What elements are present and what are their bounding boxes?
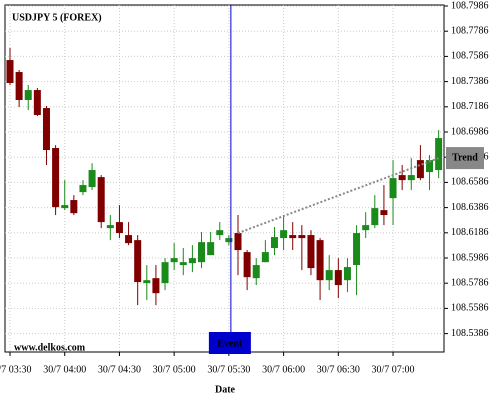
x-tick-label: 30/7 04:00 (43, 364, 86, 375)
candle-body (416, 160, 424, 179)
candle-body (42, 108, 50, 151)
candle-body (188, 258, 196, 264)
x-tick-label: 30/7 04:30 (98, 364, 141, 375)
candle-body (143, 280, 151, 284)
candle-body (389, 178, 397, 199)
candle-body (207, 242, 215, 256)
trend-label: Trend (452, 152, 478, 163)
y-tick-label: 108.7586 (451, 51, 489, 62)
x-tick-label: 30/7 05:30 (207, 364, 250, 375)
candle-body (426, 160, 434, 173)
candle-body (280, 230, 288, 239)
candle-body (252, 265, 260, 279)
grid (5, 5, 448, 356)
y-tick-label: 108.7786 (451, 26, 489, 37)
x-tick-label: 30/7 07:00 (372, 364, 415, 375)
candle-body (88, 170, 96, 188)
candle-body (216, 230, 224, 236)
candle-body (334, 270, 342, 286)
candle-body (362, 225, 370, 231)
y-tick-label: 108.5986 (451, 252, 489, 263)
candle-body (134, 240, 142, 283)
candle-body (380, 210, 388, 216)
x-axis-label: Date (215, 384, 236, 395)
y-tick-label: 108.5386 (451, 328, 489, 339)
x-tick-label: 30/7 05:00 (153, 364, 196, 375)
candle-body (170, 258, 178, 263)
y-tick-label: 108.7386 (451, 76, 489, 87)
candle-body (225, 238, 233, 243)
candle-body (243, 252, 251, 278)
marks (6, 5, 443, 352)
candle-body (125, 235, 133, 244)
y-tick-label: 108.7186 (451, 101, 489, 112)
candle-body (106, 225, 114, 229)
candle-body (6, 60, 14, 83)
y-tick-label: 108.5586 (451, 303, 489, 314)
x-tick-label: 30/7 03:30 (0, 364, 32, 375)
plot-frame (4, 4, 445, 353)
y-tick-label: 108.7986 (451, 0, 489, 11)
candle-body (435, 138, 443, 171)
event-label-box (208, 332, 251, 354)
candle-body (179, 262, 187, 266)
candle-body (325, 270, 333, 281)
candle-body (298, 235, 306, 239)
candle-body (152, 278, 160, 294)
candle-body (115, 222, 123, 234)
candle-body (307, 235, 315, 269)
candle-body (261, 252, 269, 263)
candle-body (198, 242, 206, 263)
candle-body (343, 267, 351, 281)
candle-body (270, 237, 278, 249)
candle-body (70, 200, 78, 214)
candle-body (15, 72, 23, 101)
watermark: www.delkos.com (14, 342, 86, 353)
candle-body (33, 90, 41, 115)
y-tick-label: 108.6386 (451, 202, 489, 213)
candle-body (234, 233, 242, 251)
event-label: Event (217, 338, 243, 349)
candle-body (316, 240, 324, 281)
x-tick-label: 30/7 06:00 (262, 364, 305, 375)
candle-body (79, 185, 87, 193)
trend-label-box (446, 147, 484, 170)
candle-body (353, 233, 361, 266)
candle-body (97, 177, 105, 223)
candle-body (24, 90, 32, 101)
x-tick-label: 30/7 06:30 (317, 364, 360, 375)
y-tick-label: 108.6986 (451, 126, 489, 137)
candle-body (52, 148, 60, 208)
y-tick-label: 108.5786 (451, 278, 489, 289)
y-tick-label: 108.6586 (451, 177, 489, 188)
candle-body (398, 175, 406, 181)
candle-body (161, 262, 169, 284)
candle-body (371, 208, 379, 226)
candle-body (407, 175, 415, 181)
candle-body (289, 235, 297, 239)
candle-body (61, 205, 69, 209)
y-tick-label: 108.6186 (451, 227, 489, 238)
chart-title: USDJPY 5 (FOREX) (12, 12, 102, 23)
